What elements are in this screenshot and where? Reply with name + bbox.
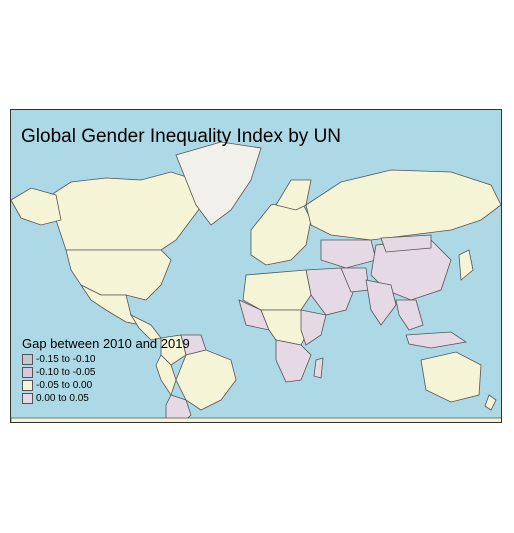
legend-item: -0.10 to -0.05: [22, 366, 190, 379]
map-legend: Gap between 2010 and 2019 -0.15 to -0.10…: [22, 336, 190, 405]
map-title: Global Gender Inequality Index by UN: [21, 126, 342, 147]
legend-item: 0.00 to 0.05: [22, 392, 190, 405]
country-alaska[interactable]: [11, 187, 62, 226]
legend-swatch: [22, 354, 33, 365]
country-southern-africa[interactable]: [275, 339, 312, 383]
country-new-zealand[interactable]: [484, 394, 497, 411]
country-europe[interactable]: [250, 199, 312, 266]
country-japan[interactable]: [458, 249, 474, 281]
country-russia[interactable]: [305, 169, 501, 241]
legend-swatch: [22, 380, 33, 391]
country-argentina[interactable]: [165, 394, 192, 423]
legend-swatch: [22, 393, 33, 404]
country-scandinavia[interactable]: [275, 179, 312, 211]
country-madagascar[interactable]: [313, 357, 324, 379]
country-greenland[interactable]: [175, 141, 262, 226]
map-frame: Global Gender Inequality Index by UN Gap…: [10, 109, 502, 423]
legend-swatch: [22, 367, 33, 378]
country-indonesia[interactable]: [405, 331, 468, 349]
legend-item: -0.15 to -0.10: [22, 353, 190, 366]
legend-label: -0.10 to -0.05: [36, 367, 96, 378]
legend-item: -0.05 to 0.00: [22, 379, 190, 392]
country-central-america[interactable]: [129, 314, 162, 341]
country-kazakhstan[interactable]: [320, 239, 377, 269]
country-colombia[interactable]: [160, 334, 187, 366]
country-australia[interactable]: [420, 351, 482, 403]
legend-label: -0.15 to -0.10: [36, 354, 96, 365]
legend-label: -0.05 to 0.00: [36, 380, 93, 391]
world-map: [11, 141, 501, 423]
country-antarctica-edge: [11, 417, 501, 422]
country-usa[interactable]: [65, 249, 172, 301]
country-canada[interactable]: [50, 171, 207, 251]
country-east-africa[interactable]: [300, 309, 327, 346]
country-india[interactable]: [365, 279, 397, 326]
country-mongolia[interactable]: [380, 234, 432, 253]
legend-title: Gap between 2010 and 2019: [22, 336, 190, 351]
country-brazil[interactable]: [175, 349, 237, 411]
legend-label: 0.00 to 0.05: [36, 393, 89, 404]
country-north-africa[interactable]: [242, 269, 312, 311]
country-southeast-asia[interactable]: [395, 299, 424, 331]
